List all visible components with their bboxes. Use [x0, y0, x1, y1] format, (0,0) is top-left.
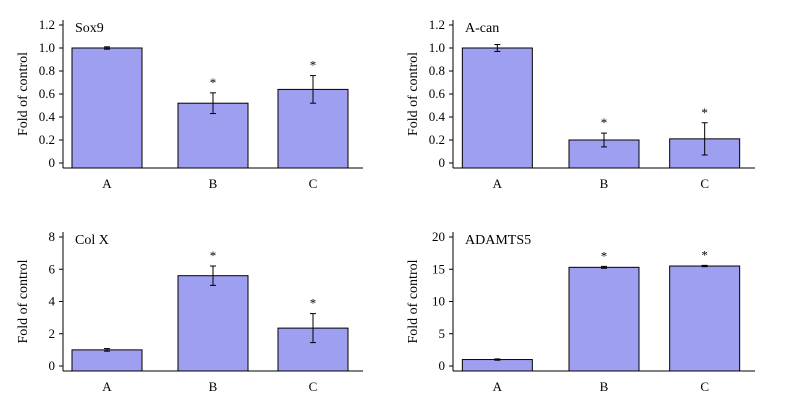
- y-axis-label: Fold of control: [406, 259, 421, 343]
- y-axis-label: Fold of control: [16, 52, 31, 136]
- significance-marker: *: [210, 248, 217, 263]
- y-tick-label: 0: [439, 155, 446, 170]
- significance-marker: *: [701, 105, 708, 120]
- x-tick-label: A: [493, 176, 503, 191]
- significance-marker: *: [601, 115, 608, 130]
- y-tick-label: 0: [439, 358, 446, 373]
- y-tick-label: 1.0: [39, 40, 55, 55]
- bar-b: [177, 275, 249, 372]
- bar-c: [669, 265, 741, 372]
- bar-a: [71, 349, 143, 372]
- y-tick-label: 1.2: [429, 17, 445, 32]
- y-tick-label: 0.8: [429, 63, 445, 78]
- chart-panel-a-can: 0 0.2 0.4 0.6 0.8 1.0 1.2 A-can Fold of control A…: [406, 17, 755, 191]
- y-tick-label: 5: [439, 326, 446, 341]
- y-axis-label: Fold of control: [16, 259, 31, 343]
- significance-marker: *: [601, 248, 608, 263]
- x-tick-label: A: [493, 379, 503, 394]
- bar-a: [461, 47, 533, 169]
- x-tick-label: A: [102, 379, 112, 394]
- y-axis-label: Fold of control: [406, 52, 421, 136]
- significance-marker: *: [210, 75, 217, 90]
- x-tick-label: C: [700, 379, 709, 394]
- y-tick-label: 4: [49, 294, 56, 309]
- bar-a: [461, 359, 533, 372]
- y-tick-label: 0.8: [39, 63, 55, 78]
- x-tick-label: B: [600, 176, 609, 191]
- y-tick-label: 0.4: [429, 109, 446, 124]
- x-tick-label: B: [209, 379, 218, 394]
- y-tick-label: 20: [432, 229, 445, 244]
- y-tick-label: 6: [49, 261, 56, 276]
- x-tick-label: B: [209, 176, 218, 191]
- chart-panel-adamts5: 0 5 10 15 20 ADAMTS5 Fold of control A * B * C: [406, 229, 755, 394]
- y-tick-label: 8: [49, 229, 56, 244]
- y-tick-label: 2: [49, 326, 56, 341]
- y-tick-label: 1.2: [39, 17, 55, 32]
- x-tick-label: A: [102, 176, 112, 191]
- y-tick-label: 15: [432, 261, 445, 276]
- x-tick-label: C: [700, 176, 709, 191]
- significance-marker: *: [701, 247, 708, 262]
- y-tick-label: 0: [49, 155, 56, 170]
- x-tick-label: C: [309, 176, 318, 191]
- x-tick-label: C: [309, 379, 318, 394]
- y-tick-label: 0.4: [39, 109, 56, 124]
- y-tick-label: 0.2: [39, 132, 55, 147]
- chart-title: A-can: [465, 21, 499, 36]
- y-tick-label: 0.2: [429, 132, 445, 147]
- bar-b: [568, 266, 640, 372]
- chart-panel-col-x: 0 2 4 6 8 Col X Fold of control A * B * C: [16, 229, 363, 394]
- y-tick-label: 0.6: [39, 86, 56, 101]
- chart-panel-sox9: 0 0.2 0.4 0.6 0.8 1.0 1.2 Sox9 Fold of control A *…: [16, 17, 363, 191]
- chart-title: Col X: [75, 233, 109, 248]
- x-tick-label: B: [600, 379, 609, 394]
- chart-title: Sox9: [75, 21, 104, 36]
- significance-marker: *: [310, 296, 317, 311]
- y-tick-label: 0.6: [429, 86, 446, 101]
- y-tick-label: 10: [432, 294, 445, 309]
- chart-title: ADAMTS5: [465, 233, 531, 248]
- y-tick-label: 0: [49, 358, 56, 373]
- significance-marker: *: [310, 58, 317, 73]
- bar-a: [71, 47, 143, 169]
- y-tick-label: 1.0: [429, 40, 445, 55]
